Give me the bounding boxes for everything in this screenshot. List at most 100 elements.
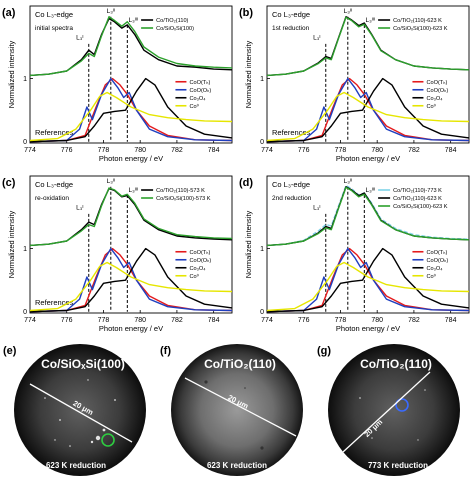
reference-series-line: [29, 261, 233, 312]
spectrum-panel-b: (b) 774 776 778 780 782 784 0 1 Photon energy / e…: [239, 5, 470, 163]
legend-entry: Co/TiO₂(110)-623 K: [393, 196, 442, 202]
x-tick-label: 774: [261, 317, 273, 324]
x-tick-label: 780: [371, 147, 383, 154]
reference-series-line: [29, 247, 233, 313]
spectrum-series-line: [29, 187, 233, 247]
legend-entry: Co/TiO₂(110)-573 K: [156, 188, 205, 194]
panel-letter: (c): [2, 177, 16, 189]
legend-entry: CoO(Tₕ): [189, 80, 210, 86]
peak-label: L₃ᴵᴵᴵ: [366, 187, 376, 194]
subtitle: 1st reduction: [272, 25, 310, 32]
x-tick-label: 778: [335, 317, 347, 324]
legend-entry: Co/TiO₂(110)-773 K: [393, 188, 442, 194]
edge-label: Co L₃-edge: [272, 10, 310, 19]
micrograph-f: (f) 20 μm Co/TiO₂(110) 623 K reduction: [160, 344, 303, 476]
panel-letter: (d): [239, 177, 253, 189]
x-tick-label: 774: [24, 317, 36, 324]
x-tick-label: 784: [208, 317, 220, 324]
references-label: References: [272, 128, 311, 137]
subtitle: initial spectra: [35, 25, 73, 32]
subtitle: re-oxidation: [35, 195, 69, 202]
references-label: References: [35, 298, 74, 307]
legend-entry: CoO(Tₕ): [426, 80, 447, 86]
legend-entry: CoO(Tₕ): [189, 250, 210, 256]
speckles-f: [204, 380, 264, 450]
marker-circle-e: [101, 433, 115, 447]
x-axis-label: Photon energy / eV: [336, 154, 400, 163]
subtitle: 2nd reduction: [272, 195, 312, 202]
x-tick-label: 780: [371, 317, 383, 324]
edge-label: Co L₃-edge: [35, 10, 73, 19]
panel-letter: (b): [239, 7, 253, 19]
peak-label: L₃ᴵ: [76, 34, 83, 41]
edge-label: Co L₃-edge: [35, 180, 73, 189]
reference-series-line: [29, 247, 233, 313]
y-tick-label: 1: [23, 76, 27, 83]
x-tick-label: 776: [298, 317, 310, 324]
x-tick-label: 778: [98, 147, 110, 154]
reference-series-line: [266, 247, 470, 313]
x-tick-label: 780: [134, 317, 146, 324]
condition-label-g: 773 K reduction: [368, 461, 428, 470]
legend-entry: Co/SiOₓSi(100): [156, 26, 194, 32]
panel-letter-f: (f): [160, 345, 171, 357]
panel-letter-e: (e): [3, 345, 17, 357]
reference-series-line: [29, 77, 233, 143]
panel-letter: (a): [2, 7, 16, 19]
legend-entry: Co⁰: [426, 273, 436, 280]
micrograph-e: (e) 20 μm Co/SiOₓSi(100) 623 K reduction: [3, 344, 146, 476]
legend-entry: CoO(Oₕ): [189, 88, 211, 94]
peak-label: L₃ᴵᴵ: [344, 8, 352, 15]
spectrum-panel-d: (d) 774 776 778 780 782 784 0 1 Photon energy / e…: [239, 175, 470, 333]
legend-entry: Co₃O₄: [426, 266, 443, 272]
reference-series-line: [266, 247, 470, 313]
spectrum-panel-a: (a) 774 776 778 780 782 784 0 1 Photon energy / e…: [2, 5, 233, 163]
scale-line-f: [184, 377, 297, 437]
legend-entry: CoO(Oₕ): [426, 88, 448, 94]
condition-label-f: 623 K reduction: [207, 461, 267, 470]
x-tick-label: 778: [98, 317, 110, 324]
leem-field-f: [171, 344, 303, 476]
legend-entry: Co⁰: [426, 103, 436, 110]
sample-label-e: Co/SiOₓSi(100): [41, 357, 125, 371]
legend-entry: Co⁰: [189, 273, 199, 280]
x-tick-label: 782: [408, 317, 420, 324]
peak-label: L₃ᴵ: [76, 204, 83, 211]
reference-series-line: [266, 77, 470, 143]
y-tick-label: 1: [260, 246, 264, 253]
x-axis-label: Photon energy / eV: [99, 324, 163, 333]
peak-label: L₃ᴵᴵ: [344, 178, 352, 185]
scale-line-e: [29, 383, 133, 443]
condition-label-e: 623 K reduction: [46, 461, 106, 470]
y-tick-label: 0: [23, 139, 27, 146]
legend-entry: Co/TiO₂(110): [156, 18, 188, 24]
x-axis-label: Photon energy / eV: [99, 154, 163, 163]
sample-label-f: Co/TiO₂(110): [204, 357, 276, 371]
reference-series-line: [266, 77, 470, 143]
sample-label-g: Co/TiO₂(110): [360, 357, 432, 371]
x-tick-label: 784: [208, 147, 220, 154]
x-tick-label: 776: [61, 317, 73, 324]
y-tick-label: 1: [23, 246, 27, 253]
x-tick-label: 774: [24, 147, 36, 154]
marker-circle-g: [395, 398, 409, 412]
legend-entry: Co/SiOₓSi(100)-573 K: [156, 196, 211, 202]
spectrum-series-line: [29, 16, 233, 77]
x-tick-label: 782: [171, 317, 183, 324]
references-label: References: [35, 128, 74, 137]
legend-entry: Co₃O₄: [189, 266, 206, 272]
x-tick-label: 782: [171, 147, 183, 154]
edge-label: Co L₃-edge: [272, 180, 310, 189]
x-tick-label: 774: [261, 147, 273, 154]
x-tick-label: 776: [61, 147, 73, 154]
peak-label: L₃ᴵ: [313, 204, 320, 211]
peak-label: L₃ᴵᴵ: [107, 8, 115, 15]
legend-entry: Co₃O₄: [189, 96, 206, 102]
spectrum-series-line: [266, 186, 470, 247]
x-tick-label: 780: [134, 147, 146, 154]
x-tick-label: 776: [298, 147, 310, 154]
y-tick-label: 0: [23, 309, 27, 316]
peak-label: L₃ᴵᴵ: [107, 178, 115, 185]
reference-series-line: [266, 91, 470, 142]
spectrum-series-line: [266, 184, 470, 247]
